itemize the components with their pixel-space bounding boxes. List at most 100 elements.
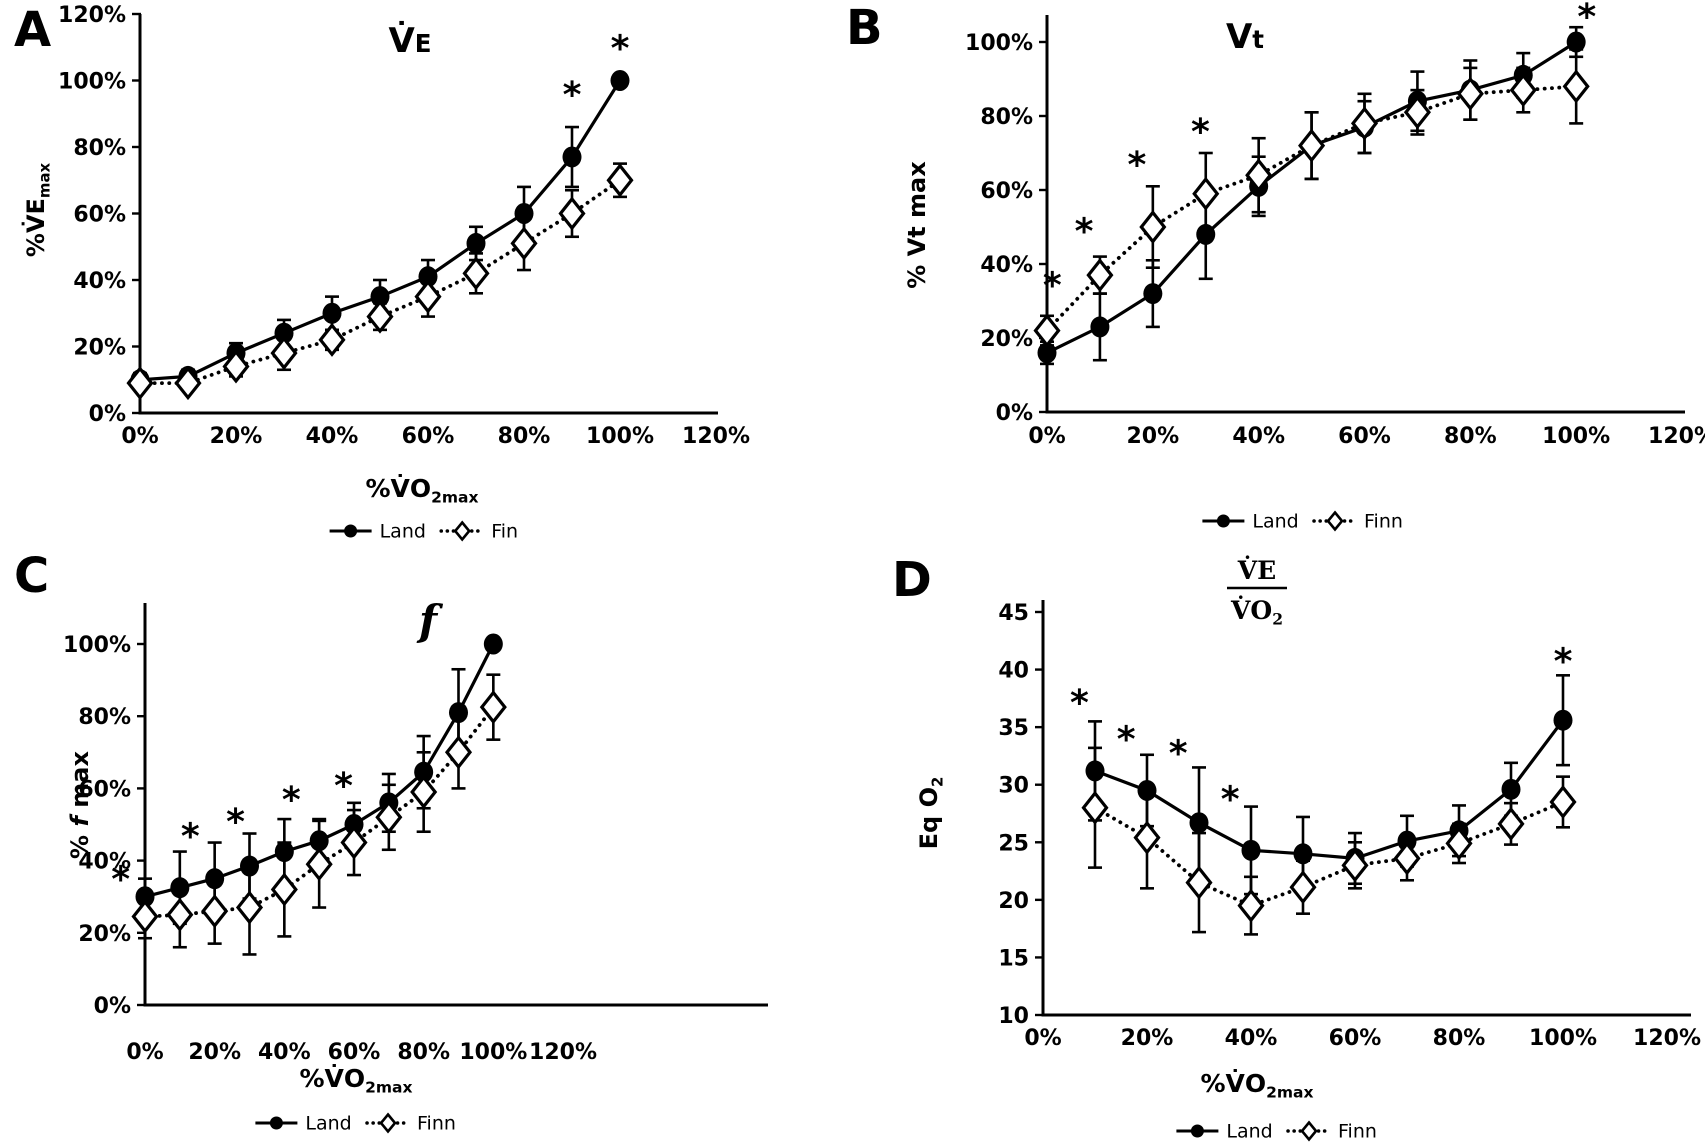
x-tick-label: 20% bbox=[188, 1040, 241, 1065]
panel-label-b: B bbox=[846, 0, 883, 56]
finn-diamond-marker bbox=[1403, 95, 1431, 130]
finn-diamond-marker bbox=[558, 196, 586, 231]
finn-diamond-marker bbox=[1192, 176, 1220, 211]
x-tick-label: 80% bbox=[1433, 1026, 1486, 1051]
finn-diamond-marker bbox=[1456, 76, 1484, 111]
finn-diamond-marker bbox=[1185, 865, 1213, 900]
series-line bbox=[139, 79, 622, 382]
finn-diamond-marker bbox=[1562, 69, 1590, 104]
svg-text:%V̇Emax: %V̇Emax bbox=[22, 163, 54, 258]
legend-finn-diamond bbox=[1300, 1120, 1318, 1142]
asterisk-marker: * bbox=[1070, 683, 1089, 724]
x-tick-label: 20% bbox=[1126, 424, 1179, 449]
legend-label: Land bbox=[380, 521, 426, 543]
asterisk-marker: * bbox=[334, 766, 353, 807]
series-finn bbox=[1033, 48, 1590, 348]
asterisk-marker: * bbox=[1075, 212, 1094, 253]
asterisk-marker: * bbox=[226, 802, 245, 843]
land-circle-marker bbox=[1553, 709, 1573, 731]
x-tick-label: 80% bbox=[1444, 424, 1497, 449]
asterisk-marker: * bbox=[611, 28, 630, 69]
panel-label-a: A bbox=[14, 2, 52, 58]
finn-diamond-marker bbox=[126, 366, 154, 401]
y-tick-label: 20 bbox=[998, 889, 1029, 914]
asterisk-marker: * bbox=[1043, 265, 1062, 306]
axes: 0%20%40%60%80%100%0%20%40%60%80%100%120% bbox=[63, 603, 768, 1065]
asterisk-marker: * bbox=[1221, 780, 1240, 821]
finn-diamond-marker bbox=[131, 899, 159, 934]
finn-diamond-marker bbox=[1445, 826, 1473, 861]
finn-diamond-marker bbox=[340, 825, 368, 860]
x-tick-label: 100% bbox=[459, 1040, 527, 1065]
svg-text:Eq O2: Eq O2 bbox=[915, 777, 946, 850]
finn-diamond-marker bbox=[606, 163, 634, 198]
y-tick-label: 80% bbox=[980, 105, 1033, 130]
x-tick-label: 100% bbox=[1529, 1026, 1597, 1051]
finn-diamond-marker bbox=[1393, 841, 1421, 876]
x-tick-label: 100% bbox=[1542, 424, 1610, 449]
series-line bbox=[138, 178, 622, 385]
legend-label: Finn bbox=[1338, 1121, 1377, 1143]
svg-text:%V̇O2max: %V̇O2max bbox=[365, 474, 478, 507]
finn-diamond-marker bbox=[1350, 106, 1379, 141]
land-circle-marker bbox=[274, 322, 294, 344]
y-tick-label: 0% bbox=[996, 401, 1033, 426]
asterisk-marker: * bbox=[181, 816, 200, 857]
finn-diamond-marker bbox=[318, 322, 346, 357]
x-tick-label: 40% bbox=[306, 424, 359, 449]
finn-diamond-marker bbox=[1139, 209, 1167, 245]
asterisk-marker: * bbox=[1191, 112, 1210, 153]
finn-diamond-marker bbox=[1298, 128, 1326, 163]
finn-diamond-marker bbox=[201, 894, 229, 929]
land-circle-marker bbox=[322, 302, 342, 324]
y-tick-label: 35 bbox=[998, 716, 1029, 741]
panel-label-d: D bbox=[892, 552, 932, 608]
axes: 0% 20% 40% 60% 80% 100% 120% 0% 20% 40% 60% 80% 100%… bbox=[58, 3, 750, 449]
svg-text:% Vt max: % Vt max bbox=[903, 161, 931, 289]
significance-asterisks: * * * * * bbox=[1043, 0, 1596, 306]
land-circle-marker bbox=[1501, 778, 1521, 800]
y-tick-label: 20% bbox=[73, 336, 126, 361]
legend: Land Finn bbox=[1202, 510, 1403, 533]
finn-diamond-marker bbox=[1133, 820, 1161, 855]
finn-diamond-marker bbox=[510, 226, 538, 261]
land-circle-marker bbox=[449, 702, 468, 724]
finn-diamond-marker bbox=[1341, 848, 1369, 883]
series-land bbox=[1085, 674, 1573, 896]
chart-title: f bbox=[416, 596, 444, 645]
asterisk-marker: * bbox=[1128, 145, 1147, 186]
y-tick-label: 100% bbox=[58, 70, 126, 95]
svg-text:V̇O2: V̇O2 bbox=[1230, 596, 1283, 629]
land-circle-marker bbox=[1293, 843, 1313, 865]
y-axis-title: % f max bbox=[66, 751, 94, 859]
x-tick-label: 80% bbox=[498, 424, 551, 449]
finn-diamond-marker bbox=[166, 897, 194, 932]
y-tick-label: 15 bbox=[998, 946, 1029, 971]
panel-label-c: C bbox=[14, 548, 50, 604]
finn-diamond-marker bbox=[414, 279, 442, 314]
finn-diamond-marker bbox=[410, 774, 438, 810]
y-axis-title: % Vt max bbox=[903, 161, 931, 289]
legend-land-circle bbox=[1190, 1124, 1204, 1138]
finn-diamond-marker bbox=[1497, 806, 1525, 841]
asterisk-marker: * bbox=[1169, 733, 1188, 774]
y-tick-label: 60% bbox=[78, 777, 131, 802]
legend-label: Land bbox=[305, 1113, 351, 1135]
series-line bbox=[1094, 719, 1565, 861]
legend-land-circle bbox=[1216, 514, 1230, 528]
x-tick-label: 120% bbox=[1633, 1026, 1701, 1051]
x-tick-label: 40% bbox=[1232, 424, 1285, 449]
chart-title: Vt bbox=[1226, 17, 1264, 57]
x-tick-label: 0% bbox=[1028, 424, 1065, 449]
x-axis-title: %V̇O2max bbox=[1200, 1069, 1313, 1102]
y-tick-label: 45 bbox=[998, 601, 1029, 626]
y-tick-label: 40% bbox=[980, 253, 1033, 278]
y-tick-label: 100% bbox=[965, 31, 1033, 56]
finn-diamond-marker bbox=[222, 349, 250, 384]
y-tick-label: 40% bbox=[78, 850, 131, 875]
legend-land-circle bbox=[344, 524, 358, 538]
finn-diamond-marker bbox=[479, 690, 507, 725]
y-tick-label: 20% bbox=[980, 327, 1033, 352]
legend-label: Land bbox=[1252, 511, 1298, 533]
